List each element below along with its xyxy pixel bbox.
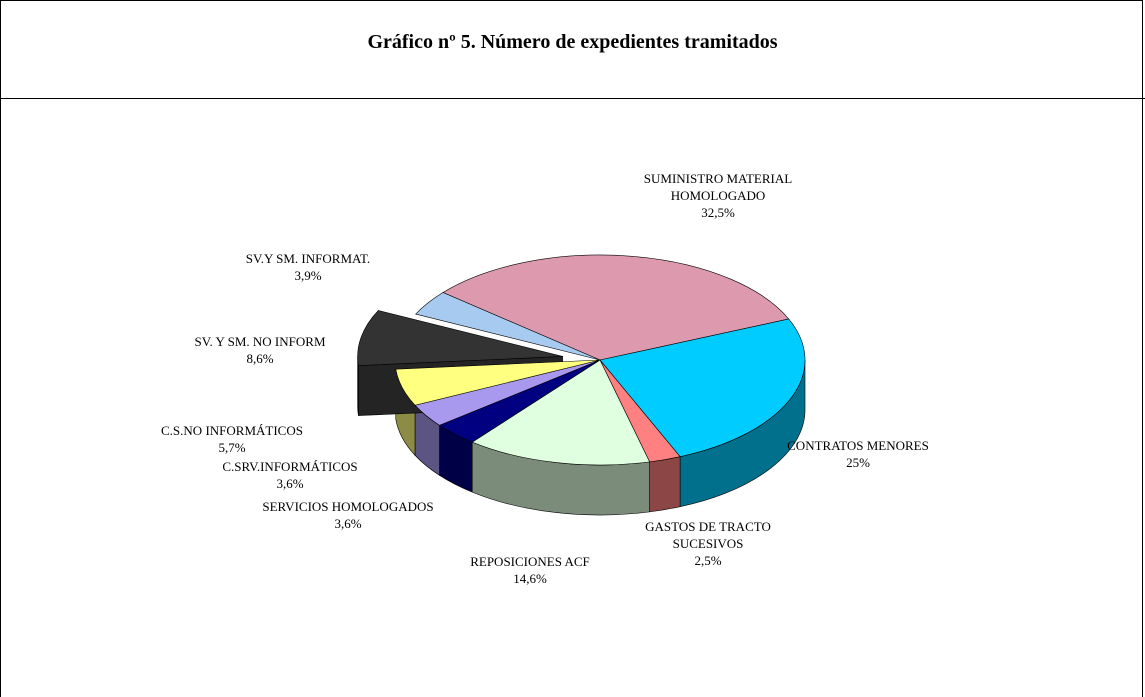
label-name: GASTOS DE TRACTO SUCESIVOS: [645, 519, 771, 551]
slice: [415, 292, 601, 361]
data-label: SUMINISTRO MATERIAL HOMOLOGADO 32,5%: [598, 170, 838, 221]
label-name: SV. Y SM. NO INFORM: [194, 334, 326, 349]
data-label: SV. Y SM. NO INFORM 8,6%: [150, 333, 370, 367]
title-box: Gráfico nº 5. Número de expedientes tram…: [0, 0, 1145, 99]
label-name: C.S.NO INFORMÁTICOS: [161, 423, 303, 438]
data-label: CONTRATOS MENORES 25%: [768, 437, 948, 471]
label-name: SUMINISTRO MATERIAL HOMOLOGADO: [643, 171, 793, 203]
slice: [471, 359, 651, 466]
label-value: 3,9%: [294, 268, 322, 283]
slice: [599, 318, 806, 457]
label-name: SERVICIOS HOMOLOGADOS: [262, 499, 434, 514]
label-value: 2,5%: [694, 553, 722, 568]
label-value: 32,5%: [701, 205, 735, 220]
slice: [357, 310, 563, 366]
label-value: 5,7%: [218, 440, 246, 455]
label-value: 14,6%: [513, 571, 547, 586]
data-label: SERVICIOS HOMOLOGADOS 3,6%: [218, 498, 478, 532]
label-name: CONTRATOS MENORES: [787, 438, 929, 453]
slice: [442, 254, 790, 361]
data-label: GASTOS DE TRACTO SUCESIVOS 2,5%: [633, 518, 783, 569]
slice: [395, 359, 601, 406]
label-name: C.SRV.INFORMÁTICOS: [222, 459, 358, 474]
label-name: SV.Y SM. INFORMAT.: [245, 251, 371, 266]
data-label: REPOSICIONES ACF 14,6%: [430, 553, 630, 587]
data-label: C.SRV.INFORMÁTICOS 3,6%: [190, 458, 390, 492]
pie-tops: [357, 254, 806, 466]
data-label: C.S.NO INFORMÁTICOS 5,7%: [122, 422, 342, 456]
label-value: 8,6%: [246, 351, 274, 366]
data-label: SV.Y SM. INFORMAT. 3,9%: [198, 250, 418, 284]
label-value: 25%: [846, 455, 870, 470]
label-value: 3,6%: [276, 476, 304, 491]
chart-title: Gráfico nº 5. Número de expedientes tram…: [367, 31, 778, 53]
label-name: REPOSICIONES ACF: [470, 554, 590, 569]
label-value: 3,6%: [334, 516, 362, 531]
slice-side: [649, 456, 681, 513]
